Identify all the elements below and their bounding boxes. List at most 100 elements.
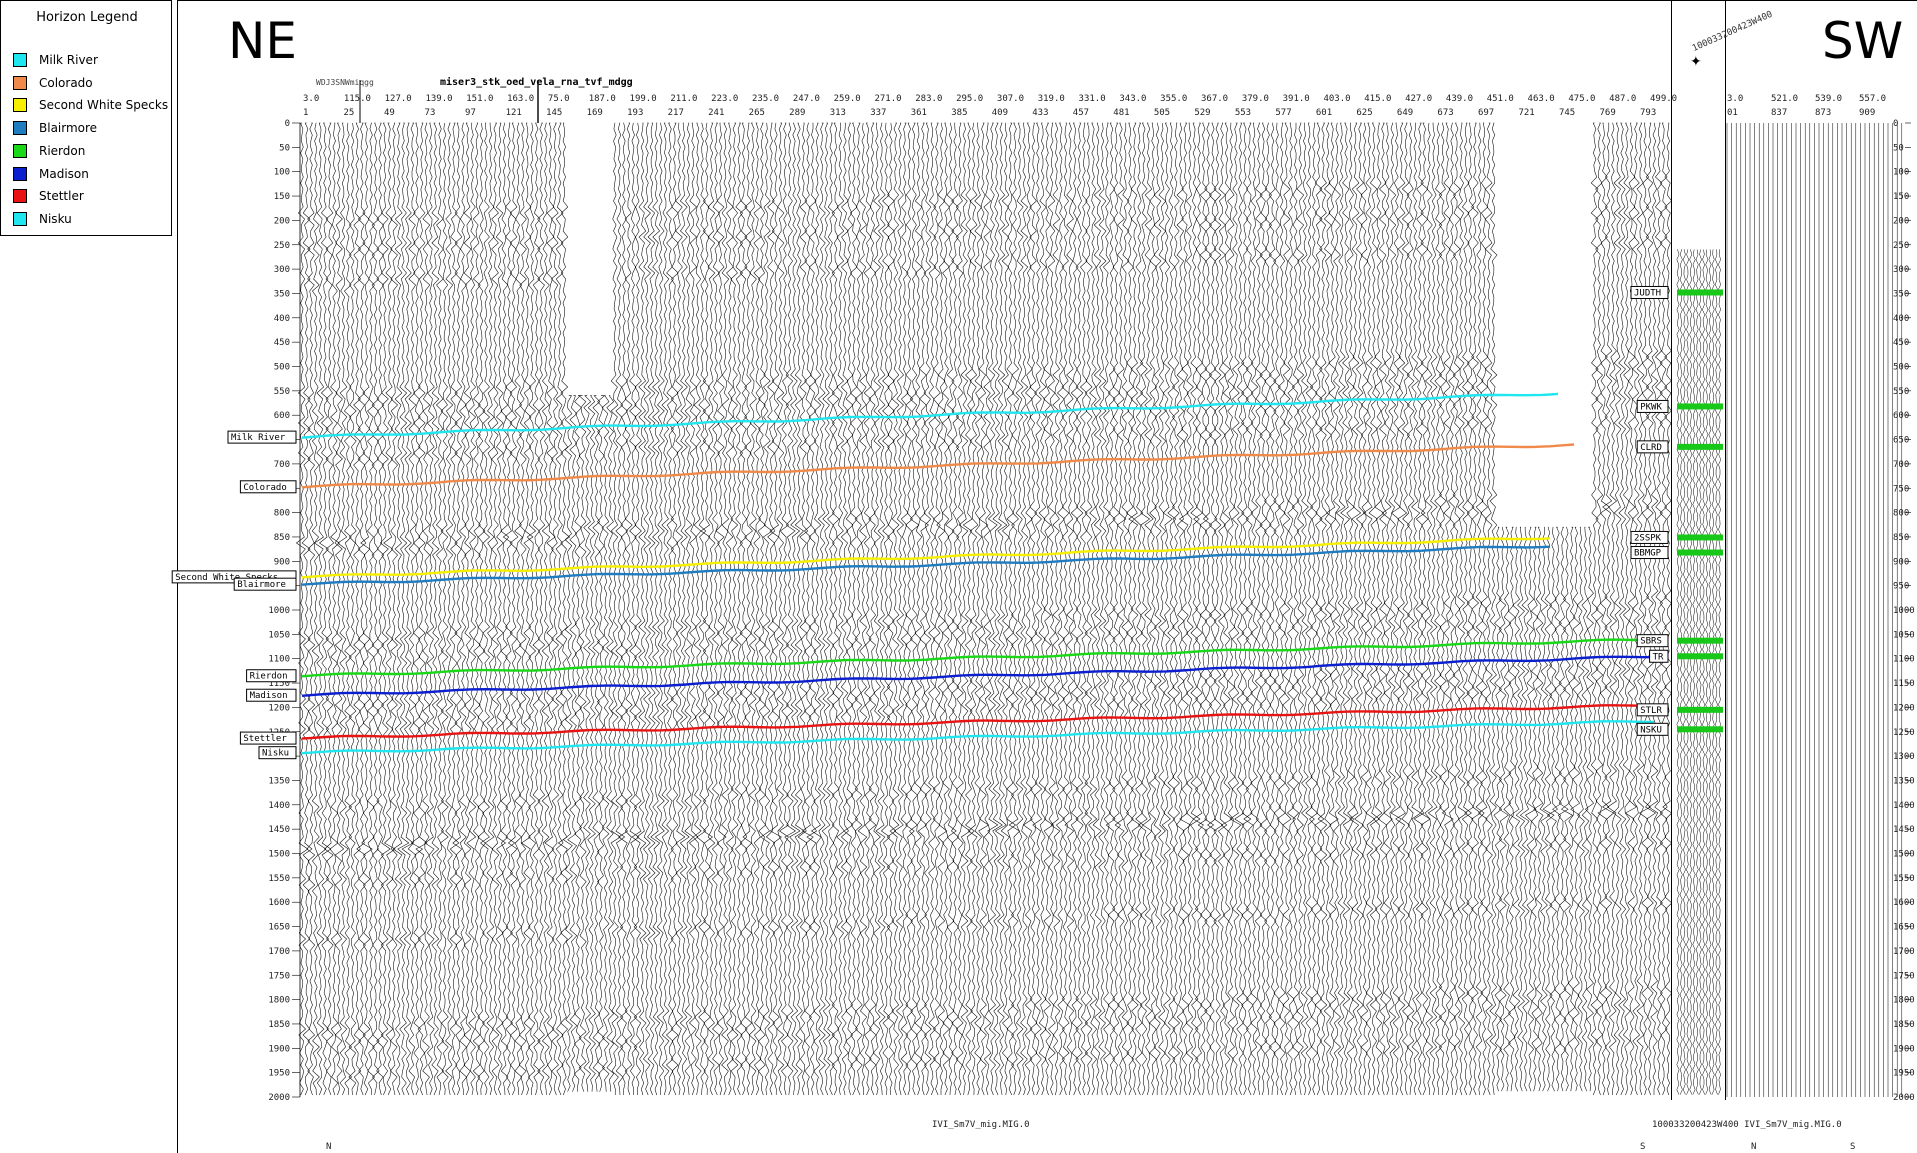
shot-label: 415.0 bbox=[1364, 94, 1391, 104]
horizon-pick-line[interactable] bbox=[301, 655, 1655, 697]
right-shot-label: 3.0 bbox=[1727, 94, 1743, 104]
time-tick-label: 1150 bbox=[268, 679, 290, 689]
trace-label: 433 bbox=[1032, 108, 1048, 118]
trace-label: 385 bbox=[951, 108, 967, 118]
horizon-pick-line[interactable] bbox=[301, 720, 1655, 755]
small-line-title: WDJ3SNWmiqgg bbox=[316, 78, 374, 87]
footer-s-right: S bbox=[1850, 1142, 1856, 1152]
star-icon[interactable]: ✦ bbox=[1690, 54, 1702, 70]
horizon-label-box bbox=[246, 669, 297, 683]
trace-label: 217 bbox=[668, 108, 684, 118]
time-tick-label: 1350 bbox=[268, 776, 290, 786]
legend-swatch bbox=[13, 189, 27, 204]
legend-swatch bbox=[13, 211, 27, 226]
footer-right-label: 100033200423W400 IVI_Sm7V_mig.MIG.0 bbox=[1652, 1120, 1842, 1130]
time-tick-label-right: 550 bbox=[1893, 387, 1909, 397]
horizon-label-box bbox=[239, 731, 297, 745]
trace-label: 697 bbox=[1478, 108, 1494, 118]
shot-label: 187.0 bbox=[589, 94, 616, 104]
time-tick-label-right: 150 bbox=[1893, 192, 1909, 202]
trace-label: 577 bbox=[1275, 108, 1291, 118]
shot-label: 75.0 bbox=[548, 94, 570, 104]
time-tick-label: 1400 bbox=[268, 801, 290, 811]
legend-swatch bbox=[13, 98, 27, 113]
time-tick-label-right: 850 bbox=[1893, 533, 1909, 543]
shot-label: 463.0 bbox=[1528, 94, 1555, 104]
time-tick-label: 1450 bbox=[268, 825, 290, 835]
horizon-pick-line[interactable] bbox=[301, 443, 1575, 489]
horizon-pick-line[interactable] bbox=[301, 704, 1654, 740]
well-panel-left-border bbox=[1671, 0, 1672, 1100]
horizon-pick-line[interactable] bbox=[301, 537, 1551, 579]
well-top-box bbox=[1636, 634, 1669, 648]
right-shot-label: 539.0 bbox=[1815, 94, 1842, 104]
legend-swatch bbox=[13, 75, 27, 90]
legend-label: Nisku bbox=[39, 211, 72, 226]
legend-label: Colorado bbox=[39, 75, 93, 90]
trace-label: 361 bbox=[911, 108, 927, 118]
time-tick-label: 250 bbox=[274, 241, 290, 251]
time-tick-label-right: 1800 bbox=[1893, 996, 1915, 1006]
well-top-marker bbox=[1677, 534, 1723, 541]
horizon-label: Nisku bbox=[262, 749, 289, 759]
trace-label: 265 bbox=[749, 108, 765, 118]
time-tick-label-right: 400 bbox=[1893, 314, 1909, 324]
time-tick-label-right: 600 bbox=[1893, 411, 1909, 421]
trace-label: 97 bbox=[465, 108, 476, 118]
shot-label: 211.0 bbox=[670, 94, 697, 104]
right-trace-label: 873 bbox=[1815, 108, 1831, 118]
time-tick-label-right: 1600 bbox=[1893, 898, 1915, 908]
well-top-label: PKWK bbox=[1640, 402, 1662, 412]
well-top-box bbox=[1649, 649, 1669, 663]
time-tick-label-right: 0 bbox=[1893, 119, 1898, 129]
time-tick-label-right: 1250 bbox=[1893, 728, 1915, 738]
time-tick-label: 800 bbox=[274, 509, 290, 519]
shot-label: 163.0 bbox=[507, 94, 534, 104]
trace-label: 289 bbox=[789, 108, 805, 118]
well-top-label: 2SSPK bbox=[1634, 533, 1662, 543]
trace-label: 481 bbox=[1113, 108, 1129, 118]
time-tick-label-right: 950 bbox=[1893, 582, 1909, 592]
legend-label: Second White Specks bbox=[39, 98, 169, 113]
time-tick-label: 1200 bbox=[268, 703, 290, 713]
shot-label: 139.0 bbox=[425, 94, 452, 104]
horizon-pick-line[interactable] bbox=[301, 545, 1551, 586]
time-tick-label: 1100 bbox=[268, 655, 290, 665]
legend-item: Blairmore bbox=[13, 119, 97, 137]
horizon-label: Madison bbox=[250, 691, 288, 701]
trace-label: 505 bbox=[1154, 108, 1170, 118]
time-tick-label-right: 1200 bbox=[1893, 703, 1915, 713]
horizon-pick-line[interactable] bbox=[301, 638, 1654, 678]
trace-label: 241 bbox=[708, 108, 724, 118]
horizon-pick-line[interactable] bbox=[301, 392, 1559, 439]
time-tick-label-right: 650 bbox=[1893, 436, 1909, 446]
well-top-marker bbox=[1677, 403, 1723, 410]
well-top-box bbox=[1636, 703, 1669, 717]
time-tick-label: 1900 bbox=[268, 1044, 290, 1054]
time-tick-label-right: 2000 bbox=[1893, 1093, 1915, 1103]
trace-label: 457 bbox=[1073, 108, 1089, 118]
trace-label: 121 bbox=[506, 108, 522, 118]
time-tick-label-right: 750 bbox=[1893, 484, 1909, 494]
legend-item: Madison bbox=[13, 165, 89, 183]
time-tick-label: 1500 bbox=[268, 850, 290, 860]
shot-label: 151.0 bbox=[466, 94, 493, 104]
trace-label: 769 bbox=[1599, 108, 1615, 118]
shot-label: 439.0 bbox=[1446, 94, 1473, 104]
shot-label: 127.0 bbox=[385, 94, 412, 104]
shot-label: 307.0 bbox=[997, 94, 1024, 104]
horizon-label: Second White Specks bbox=[175, 573, 278, 583]
time-tick-label: 300 bbox=[274, 265, 290, 275]
horizon-label-box bbox=[239, 480, 297, 494]
well-top-box bbox=[1630, 546, 1669, 560]
time-tick-label-right: 300 bbox=[1893, 265, 1909, 275]
horizon-label: Stettler bbox=[243, 734, 287, 744]
legend-item: Colorado bbox=[13, 74, 93, 92]
trace-label: 745 bbox=[1559, 108, 1575, 118]
shot-label: 295.0 bbox=[956, 94, 983, 104]
time-tick-label-right: 1850 bbox=[1893, 1020, 1915, 1030]
time-tick-label-right: 500 bbox=[1893, 363, 1909, 373]
time-tick-label-right: 100 bbox=[1893, 168, 1909, 178]
horizon-label: Blairmore bbox=[237, 580, 286, 590]
